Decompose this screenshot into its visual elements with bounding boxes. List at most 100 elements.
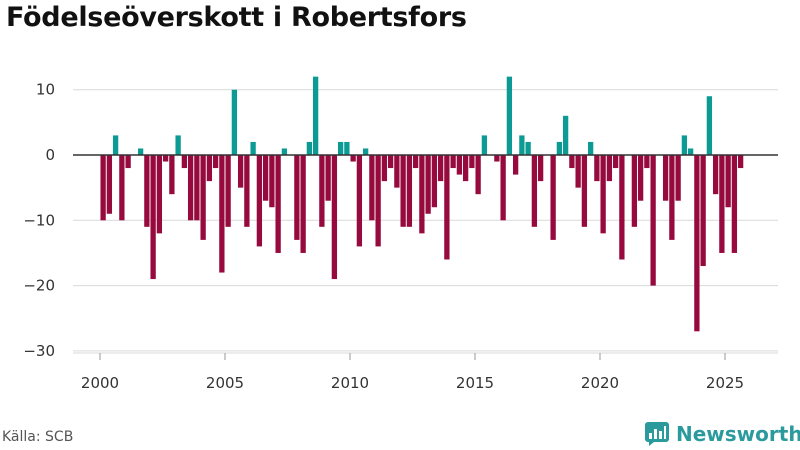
bar: [587, 141, 594, 155]
bar: [619, 155, 625, 260]
bar: [162, 155, 169, 162]
bar: [375, 155, 381, 247]
bar: [525, 141, 531, 155]
bar: [269, 155, 275, 208]
bar: [675, 155, 681, 201]
bar: [531, 155, 538, 227]
bar: [737, 155, 744, 169]
bar: [300, 155, 306, 253]
bar: [144, 155, 150, 227]
bar: [331, 155, 338, 280]
bar: [687, 148, 694, 155]
bar: [469, 155, 475, 169]
bar: [369, 155, 375, 221]
bar: [506, 76, 513, 155]
bar: [537, 155, 544, 182]
bar: [550, 155, 556, 240]
bar: [494, 155, 500, 162]
bar: [612, 155, 619, 169]
brand-logo: Newsworthy: [644, 421, 800, 447]
bar: [112, 135, 119, 155]
bar: [194, 155, 200, 221]
bar: [356, 155, 363, 247]
bar: [519, 135, 525, 155]
bar-chart-logo-icon: [645, 422, 669, 446]
x-tick-label: 2005: [206, 374, 244, 392]
bar: [594, 155, 600, 182]
bar: [362, 148, 369, 155]
bar: [156, 155, 163, 234]
bar: [706, 96, 713, 155]
y-tick-label: −10: [23, 211, 55, 229]
bar: [556, 141, 563, 155]
y-tick-label: −20: [23, 277, 55, 295]
bar: [712, 155, 719, 195]
bar: [275, 155, 281, 253]
bar: [350, 155, 356, 162]
bar: [312, 76, 319, 155]
bar: [481, 135, 488, 155]
bar: [256, 155, 263, 247]
bar: [581, 155, 588, 227]
bar: [456, 155, 463, 175]
bar: [606, 155, 613, 182]
bar: [212, 155, 219, 169]
x-tick-label: 2010: [331, 374, 369, 392]
bar: [444, 155, 450, 260]
x-tick-label: 2025: [706, 374, 744, 392]
bar: [600, 155, 606, 234]
bar: [200, 155, 206, 240]
bar: [725, 155, 731, 208]
chart-title: Födelseöverskott i Robertsfors: [6, 2, 467, 33]
x-tick-label: 2020: [581, 374, 619, 392]
bar: [187, 155, 194, 221]
bar: [150, 155, 156, 280]
bar: [631, 155, 638, 227]
bar: [437, 155, 444, 182]
bar: [231, 89, 238, 155]
bar: [237, 155, 244, 188]
bar: [250, 141, 256, 155]
bar: [450, 155, 456, 169]
bar: [262, 155, 269, 201]
bar: [381, 155, 388, 182]
bar: [294, 155, 300, 240]
bar: [181, 155, 188, 169]
bar: [700, 155, 706, 267]
bar: [650, 155, 656, 286]
bar: [219, 155, 225, 273]
bar: [100, 155, 106, 221]
x-tick-label: 2000: [81, 374, 119, 392]
bar: [406, 155, 413, 227]
bar: [137, 148, 144, 155]
brand-name: Newsworthy: [676, 422, 800, 446]
y-tick-label: 10: [36, 81, 55, 99]
bar: [106, 155, 113, 214]
bar: [562, 115, 569, 155]
bar: [662, 155, 669, 201]
y-tick-label: 0: [45, 146, 55, 164]
bar: [125, 155, 131, 169]
bar: [475, 155, 481, 195]
bar: [169, 155, 175, 195]
bar: [400, 155, 406, 227]
bar: [281, 148, 288, 155]
bar: [412, 155, 419, 169]
bar: [731, 155, 738, 253]
bars: [100, 76, 744, 332]
x-axis: 2000 2005 2010 2015 2020 2025: [73, 352, 778, 392]
bar: [306, 141, 313, 155]
bar: [637, 155, 644, 201]
source-note: Källa: SCB: [2, 429, 74, 445]
bar: [337, 141, 344, 155]
bar: [681, 135, 688, 155]
bar: [719, 155, 725, 253]
bar: [431, 155, 438, 208]
bar: [512, 155, 519, 175]
bar: [319, 155, 325, 227]
bar: [225, 155, 231, 227]
bar: [569, 155, 575, 169]
bar: [575, 155, 581, 188]
bar: [119, 155, 125, 221]
